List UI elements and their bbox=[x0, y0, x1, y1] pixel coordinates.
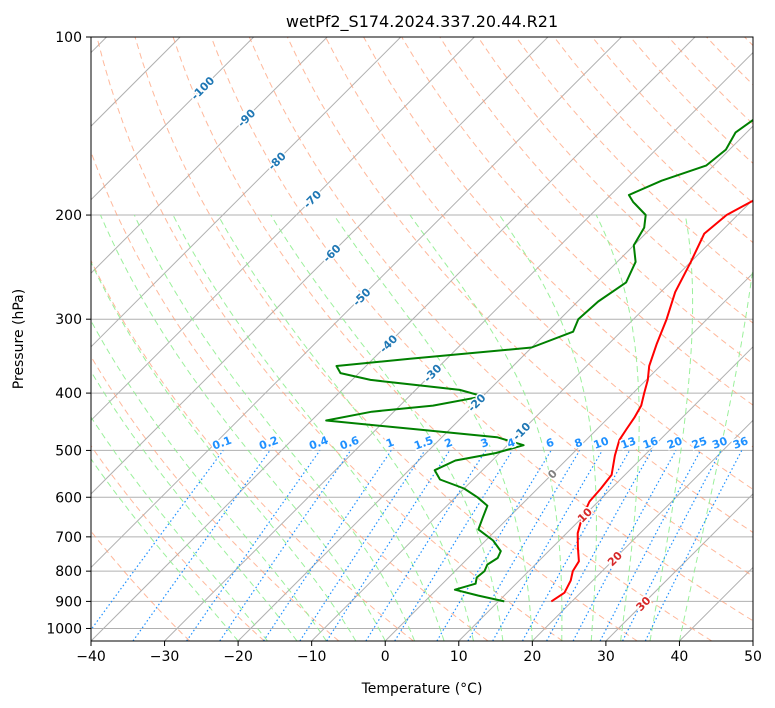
isotherm-line bbox=[91, 37, 402, 348]
isotherm-line bbox=[164, 51, 753, 641]
isotherm-line bbox=[91, 37, 255, 201]
isotherm-line bbox=[91, 37, 328, 274]
isotherm-line bbox=[605, 493, 753, 641]
moist-adiabat-line bbox=[91, 457, 239, 641]
dry-adiabat-line bbox=[96, 37, 563, 641]
x-tick-label: −10 bbox=[297, 649, 327, 665]
y-tick-label: 1000 bbox=[46, 621, 82, 637]
mixing-ratio-line bbox=[219, 450, 352, 641]
mixing-ratio-line bbox=[186, 450, 321, 641]
y-tick-label: 600 bbox=[55, 490, 82, 506]
x-axis-label: Temperature (°C) bbox=[361, 681, 483, 697]
x-tick-label: 20 bbox=[523, 649, 541, 665]
y-tick-label: 300 bbox=[55, 312, 82, 328]
y-tick-label: 400 bbox=[55, 386, 82, 402]
dry-adiabat-line bbox=[325, 37, 753, 490]
y-tick-label: 200 bbox=[55, 208, 82, 224]
mixing-ratio-line bbox=[91, 450, 224, 631]
dry-adiabat-line bbox=[248, 37, 753, 577]
isotherm-line bbox=[91, 37, 696, 641]
mixing-ratio-line bbox=[262, 450, 392, 641]
moist-adiabat-line bbox=[649, 214, 694, 641]
x-tick-label: 10 bbox=[450, 649, 468, 665]
moist-adiabat-line bbox=[333, 214, 533, 641]
x-tick-label: 0 bbox=[381, 649, 390, 665]
x-tick-label: 50 bbox=[744, 649, 762, 665]
isotherm-line bbox=[531, 419, 753, 641]
x-tick-label: −30 bbox=[150, 649, 180, 665]
moist-adiabat-line bbox=[678, 263, 753, 641]
mixing-ratio-line bbox=[546, 450, 653, 641]
mixing-ratio-line bbox=[299, 450, 426, 641]
temperature-profile-line bbox=[550, 199, 753, 603]
moist-adiabat-line bbox=[270, 214, 504, 641]
dry-adiabat-line bbox=[210, 37, 753, 622]
isotherm-line bbox=[384, 272, 753, 641]
y-tick-label: 900 bbox=[55, 594, 82, 610]
mixing-ratio-line bbox=[132, 450, 271, 641]
isotherm-line bbox=[91, 37, 475, 422]
dry-adiabat-line bbox=[286, 37, 753, 534]
moist-adiabat-line bbox=[91, 416, 268, 641]
moist-adiabat-line bbox=[217, 214, 474, 641]
plot-frame bbox=[90, 36, 754, 642]
x-tick-label: 40 bbox=[671, 649, 689, 665]
moist-adiabat-line bbox=[91, 261, 357, 641]
mixing-ratio-line bbox=[394, 450, 513, 641]
dry-adiabat-line bbox=[134, 37, 638, 641]
moist-adiabat-line bbox=[91, 319, 327, 641]
dry-adiabat-line bbox=[172, 37, 713, 641]
mixing-ratio-line bbox=[521, 450, 631, 641]
isotherm-line bbox=[458, 346, 753, 641]
mixing-ratio-line bbox=[326, 450, 451, 641]
isotherm-line bbox=[237, 125, 753, 641]
dry-adiabat-line bbox=[91, 444, 265, 641]
dry-adiabat-line bbox=[91, 259, 414, 641]
isotherm-line bbox=[91, 37, 622, 569]
dry-adiabat-line bbox=[515, 37, 753, 284]
dry-adiabat-line bbox=[91, 355, 340, 641]
x-tick-label: −40 bbox=[76, 649, 106, 665]
moist-adiabat-line bbox=[100, 214, 386, 641]
isotherm-line bbox=[91, 37, 549, 495]
y-tick-label: 100 bbox=[55, 30, 82, 46]
moist-adiabat-line bbox=[133, 214, 416, 641]
mixing-ratio-line bbox=[644, 450, 743, 641]
y-tick-label: 700 bbox=[55, 530, 82, 546]
chart-title: wetPf2_S174.2024.337.20.44.R21 bbox=[286, 12, 558, 32]
moist-adiabat-line bbox=[595, 214, 640, 641]
y-axis-label: Pressure (hPa) bbox=[11, 289, 27, 389]
moist-adiabat-line bbox=[409, 214, 563, 641]
dewpoint-profile-line bbox=[325, 118, 753, 603]
moist-adiabat-line bbox=[172, 214, 445, 641]
mixing-ratio-line bbox=[572, 450, 677, 641]
y-tick-label: 800 bbox=[55, 564, 82, 580]
x-tick-label: −20 bbox=[223, 649, 253, 665]
moist-adiabat-line bbox=[91, 370, 298, 641]
mixing-ratio-label: 36 bbox=[731, 434, 750, 452]
y-tick-label: 500 bbox=[55, 443, 82, 459]
x-tick-label: 30 bbox=[597, 649, 615, 665]
